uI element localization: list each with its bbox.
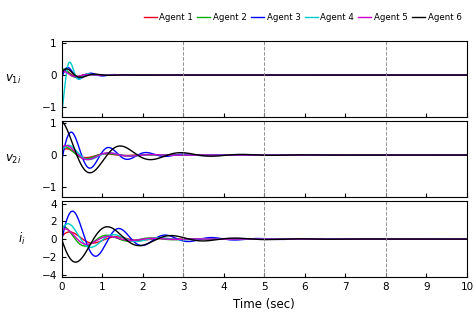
- X-axis label: Time (sec): Time (sec): [233, 297, 295, 311]
- Y-axis label: $v_{1i}$: $v_{1i}$: [5, 72, 22, 86]
- Y-axis label: $v_{2i}$: $v_{2i}$: [5, 153, 22, 166]
- Legend: Agent 1, Agent 2, Agent 3, Agent 4, Agent 5, Agent 6: Agent 1, Agent 2, Agent 3, Agent 4, Agen…: [140, 9, 465, 25]
- Y-axis label: $i_i$: $i_i$: [18, 231, 26, 247]
